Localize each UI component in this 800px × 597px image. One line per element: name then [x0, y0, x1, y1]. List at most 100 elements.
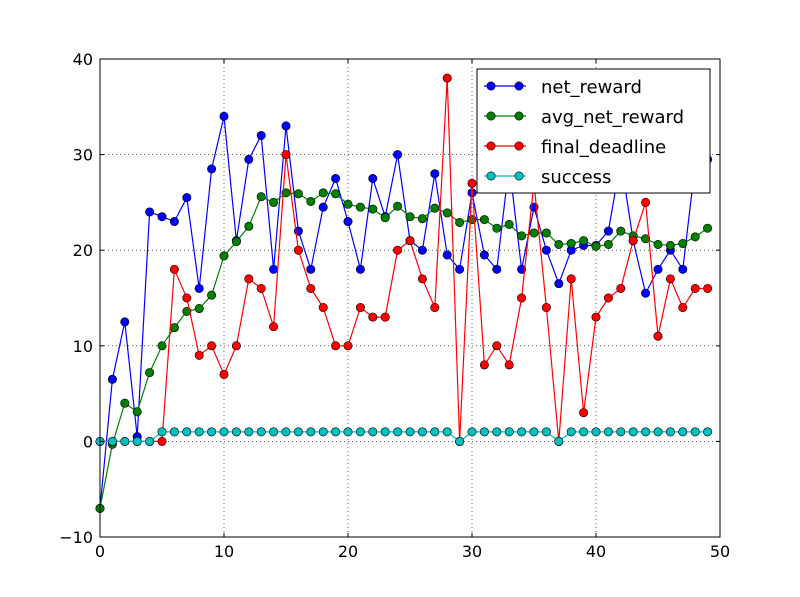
data-point [256, 192, 266, 202]
data-point [244, 154, 254, 164]
series-success [95, 427, 713, 446]
data-point [318, 427, 328, 437]
data-point [678, 427, 688, 437]
legend-label: final_deadline [541, 137, 666, 158]
series-avg-net-reward [95, 188, 713, 513]
data-point [293, 189, 303, 199]
data-point [579, 236, 589, 246]
data-point [355, 202, 365, 212]
data-point [169, 323, 179, 333]
data-point [331, 341, 341, 351]
plot-frame [99, 58, 721, 538]
data-point [256, 130, 266, 140]
data-point [331, 427, 341, 437]
data-point [566, 427, 576, 437]
data-point [665, 427, 675, 437]
data-point [380, 312, 390, 322]
data-point [603, 226, 613, 236]
data-point [331, 174, 341, 184]
data-point [318, 188, 328, 198]
data-point [244, 427, 254, 437]
data-point [207, 290, 217, 300]
data-point [566, 239, 576, 249]
legend-marker [514, 81, 524, 91]
y-tick-label: 10 [73, 337, 93, 356]
data-point [554, 279, 564, 289]
data-point [430, 203, 440, 213]
data-point [579, 427, 589, 437]
legend-label: avg_net_reward [541, 107, 684, 128]
data-point [169, 264, 179, 274]
data-point [479, 360, 489, 370]
data-point [194, 304, 204, 314]
data-point [492, 427, 502, 437]
data-point [430, 303, 440, 313]
data-point [281, 150, 291, 160]
data-point [541, 228, 551, 238]
data-point [355, 264, 365, 274]
data-point [157, 436, 167, 446]
data-point [703, 427, 713, 437]
legend-item: final_deadline [484, 137, 666, 158]
data-point [541, 245, 551, 255]
data-point [455, 436, 465, 446]
data-point [269, 197, 279, 207]
data-point [306, 283, 316, 293]
legend-marker [486, 111, 496, 121]
data-point [653, 427, 663, 437]
data-point [517, 264, 527, 274]
data-point [492, 223, 502, 233]
data-point [207, 164, 217, 174]
data-point [318, 303, 328, 313]
data-point [641, 197, 651, 207]
data-point [368, 427, 378, 437]
data-point [244, 221, 254, 231]
data-point [678, 239, 688, 249]
data-point [405, 236, 415, 246]
data-point [393, 427, 403, 437]
data-point [455, 264, 465, 274]
x-tick-label: 50 [710, 542, 730, 561]
data-point [417, 214, 427, 224]
data-point [479, 427, 489, 437]
data-point [678, 264, 688, 274]
data-point [591, 241, 601, 251]
data-point [157, 212, 167, 222]
legend-box [476, 68, 711, 194]
data-point [145, 436, 155, 446]
data-point [231, 237, 241, 247]
data-point [641, 427, 651, 437]
data-point [194, 427, 204, 437]
data-point [541, 427, 551, 437]
data-point [368, 174, 378, 184]
data-point [182, 293, 192, 303]
data-point [628, 236, 638, 246]
data-point [665, 274, 675, 284]
data-point [504, 219, 514, 229]
data-point [380, 427, 390, 437]
data-point [517, 427, 527, 437]
data-point [479, 215, 489, 225]
data-point [690, 283, 700, 293]
data-point [554, 239, 564, 249]
data-point [355, 427, 365, 437]
data-point [256, 427, 266, 437]
x-tick-label: 30 [462, 542, 482, 561]
legend-marker [486, 81, 496, 91]
data-point [417, 427, 427, 437]
x-tick-label: 40 [586, 542, 606, 561]
data-point [653, 239, 663, 249]
data-point [541, 303, 551, 313]
data-point [207, 427, 217, 437]
data-point [579, 408, 589, 418]
y-tick-label: 20 [73, 241, 93, 260]
data-point [653, 264, 663, 274]
data-point [442, 73, 452, 83]
legend-marker [514, 111, 524, 121]
data-point [430, 427, 440, 437]
data-point [591, 312, 601, 322]
data-point [244, 274, 254, 284]
data-point [343, 199, 353, 209]
data-point [318, 202, 328, 212]
data-point [194, 350, 204, 360]
